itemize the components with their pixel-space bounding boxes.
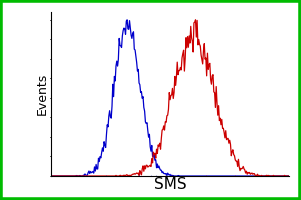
X-axis label: SMS: SMS xyxy=(154,177,186,192)
Y-axis label: Events: Events xyxy=(36,73,48,115)
